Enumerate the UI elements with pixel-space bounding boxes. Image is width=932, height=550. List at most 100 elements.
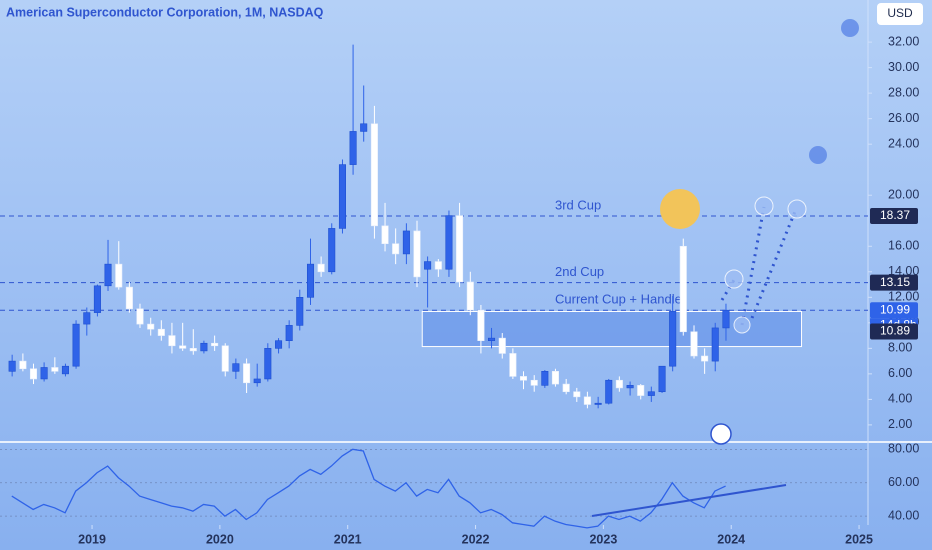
currency-label[interactable]: USD bbox=[887, 6, 913, 20]
x-tick-label: 2021 bbox=[334, 532, 362, 546]
candle bbox=[19, 353, 27, 372]
candle-body bbox=[477, 309, 485, 341]
candle-body bbox=[562, 383, 570, 393]
candle-body bbox=[51, 367, 59, 372]
candle bbox=[562, 378, 570, 395]
candle bbox=[147, 317, 155, 336]
decor-circle bbox=[841, 19, 859, 37]
level-label-box bbox=[870, 208, 918, 225]
y-tick-label: 80.00 bbox=[888, 442, 919, 456]
candle-body bbox=[136, 308, 144, 325]
candle bbox=[296, 289, 304, 331]
candle-body bbox=[573, 391, 581, 398]
candle bbox=[360, 85, 368, 142]
candle bbox=[722, 303, 730, 341]
candle bbox=[477, 304, 485, 354]
candle bbox=[61, 363, 69, 377]
y-tick-label: 28.00 bbox=[888, 85, 919, 99]
x-tick-label: 2025 bbox=[845, 532, 873, 546]
candle bbox=[488, 327, 496, 349]
candle bbox=[83, 307, 91, 336]
candle-body bbox=[722, 309, 730, 329]
candle-body bbox=[498, 337, 506, 354]
candle bbox=[136, 303, 144, 328]
candle-body bbox=[360, 123, 368, 132]
x-tick-label: 2023 bbox=[589, 532, 617, 546]
candle bbox=[221, 343, 229, 377]
y-tick-label: 26.00 bbox=[888, 111, 919, 125]
candle-body bbox=[637, 385, 645, 396]
candle bbox=[72, 320, 80, 369]
candle bbox=[434, 259, 442, 277]
candle bbox=[370, 105, 378, 239]
candle-body bbox=[679, 245, 687, 333]
candle-body bbox=[488, 337, 496, 341]
candle bbox=[51, 357, 59, 374]
candle-body bbox=[275, 340, 283, 349]
candle bbox=[615, 376, 623, 392]
candle-body bbox=[626, 385, 634, 389]
candle bbox=[594, 396, 602, 409]
candle bbox=[509, 348, 517, 379]
candle bbox=[179, 322, 187, 351]
event-icon bbox=[710, 423, 732, 445]
y-tick-label: 4.00 bbox=[888, 392, 912, 406]
candle bbox=[349, 44, 357, 175]
candle-body bbox=[200, 342, 208, 352]
candle bbox=[189, 329, 197, 355]
candle bbox=[413, 220, 421, 288]
candle bbox=[275, 338, 283, 354]
candle-body bbox=[445, 215, 453, 270]
candle bbox=[626, 381, 634, 396]
candle bbox=[157, 320, 165, 341]
candle bbox=[530, 375, 538, 392]
candle bbox=[690, 325, 698, 359]
annotation: 3rd Cup bbox=[555, 197, 601, 212]
decor-circle bbox=[809, 146, 827, 164]
candle-body bbox=[306, 263, 315, 298]
candle bbox=[551, 368, 559, 387]
candle bbox=[200, 340, 208, 354]
y-tick-label: 60.00 bbox=[888, 475, 919, 489]
candle bbox=[232, 358, 240, 379]
candle bbox=[93, 284, 101, 317]
candle-body bbox=[551, 371, 559, 385]
candle bbox=[637, 384, 645, 400]
candle-body bbox=[189, 348, 197, 352]
candle bbox=[211, 335, 219, 351]
candle-body bbox=[328, 228, 336, 273]
candle bbox=[168, 322, 176, 354]
candle-body bbox=[232, 363, 240, 372]
candle-body bbox=[530, 379, 538, 386]
candle bbox=[29, 363, 38, 385]
candle-body bbox=[243, 363, 251, 384]
candle-body bbox=[40, 367, 48, 380]
candle-body bbox=[711, 327, 719, 362]
candle bbox=[583, 391, 591, 409]
candle-body bbox=[466, 281, 474, 311]
candle bbox=[711, 322, 719, 372]
candle bbox=[498, 333, 506, 359]
candle bbox=[669, 296, 677, 372]
candle-body bbox=[349, 131, 357, 165]
candle-body bbox=[583, 396, 591, 405]
price-label: 10.89 bbox=[880, 324, 910, 338]
candle bbox=[392, 228, 400, 265]
candle bbox=[243, 358, 251, 394]
candle bbox=[285, 320, 293, 349]
y-tick-label: 14.00 bbox=[888, 264, 919, 278]
candle bbox=[519, 371, 528, 390]
candle-body bbox=[211, 342, 219, 347]
candle-body bbox=[264, 348, 272, 380]
x-tick-label: 2022 bbox=[462, 532, 490, 546]
candle-body bbox=[541, 371, 549, 386]
candle-body bbox=[125, 286, 133, 310]
candle-body bbox=[29, 368, 38, 380]
currency-button[interactable] bbox=[877, 3, 923, 25]
y-tick-label: 32.00 bbox=[888, 34, 919, 48]
candle-body bbox=[392, 243, 400, 255]
decor-circle bbox=[754, 196, 774, 216]
candle-body bbox=[168, 335, 176, 347]
candle bbox=[8, 354, 16, 377]
